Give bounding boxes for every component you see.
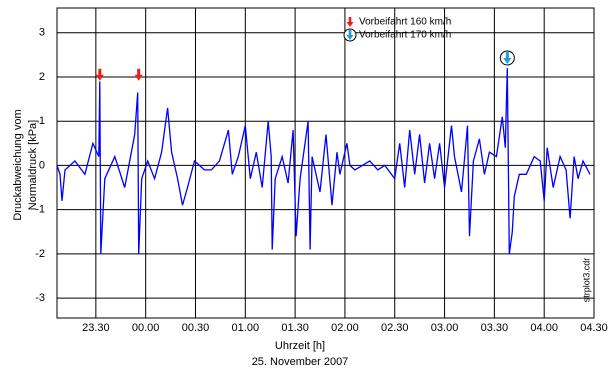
data-line (56, 68, 591, 254)
y-tick-label: -2 (35, 248, 45, 260)
x-tick-label: 01.30 (281, 322, 309, 334)
y-tick-label: -3 (35, 292, 45, 304)
y-tick-label: 1 (39, 115, 45, 127)
x-axis-label: Uhrzeit [h] (275, 340, 325, 352)
x-tick-label: 02.00 (331, 322, 359, 334)
x-tick-label: 23.30 (82, 322, 110, 334)
y-axis-label: Normaldruck [kPa] (27, 120, 39, 210)
legend-icon (343, 28, 357, 42)
event-marker (499, 50, 515, 66)
legend-icon (346, 17, 354, 27)
y-axis-label: Druckabweichung vom (12, 109, 24, 220)
file-note: strplot3.cdr (581, 258, 591, 303)
x-tick-label: 00.30 (182, 322, 210, 334)
x-tick-label: 01.00 (232, 322, 260, 334)
x-tick-label: 04.30 (580, 322, 608, 334)
y-tick-label: 3 (39, 27, 45, 39)
y-tick-label: 0 (39, 159, 45, 171)
y-tick-label: 2 (39, 71, 45, 83)
x-tick-label: 00.00 (132, 322, 160, 334)
y-tick-label: -1 (35, 204, 45, 216)
legend-label: Vorbeifahrt 170 km/h (359, 30, 451, 41)
legend-label: Vorbeifahrt 160 km/h (359, 17, 451, 28)
legend-box (345, 15, 470, 45)
event-marker (134, 68, 143, 81)
subtitle: 25. November 2007 (252, 356, 349, 368)
x-tick-label: 04.00 (530, 322, 558, 334)
x-tick-label: 03.00 (431, 322, 459, 334)
x-tick-label: 02.30 (381, 322, 409, 334)
event-marker (95, 68, 104, 81)
x-tick-label: 03.30 (481, 322, 509, 334)
